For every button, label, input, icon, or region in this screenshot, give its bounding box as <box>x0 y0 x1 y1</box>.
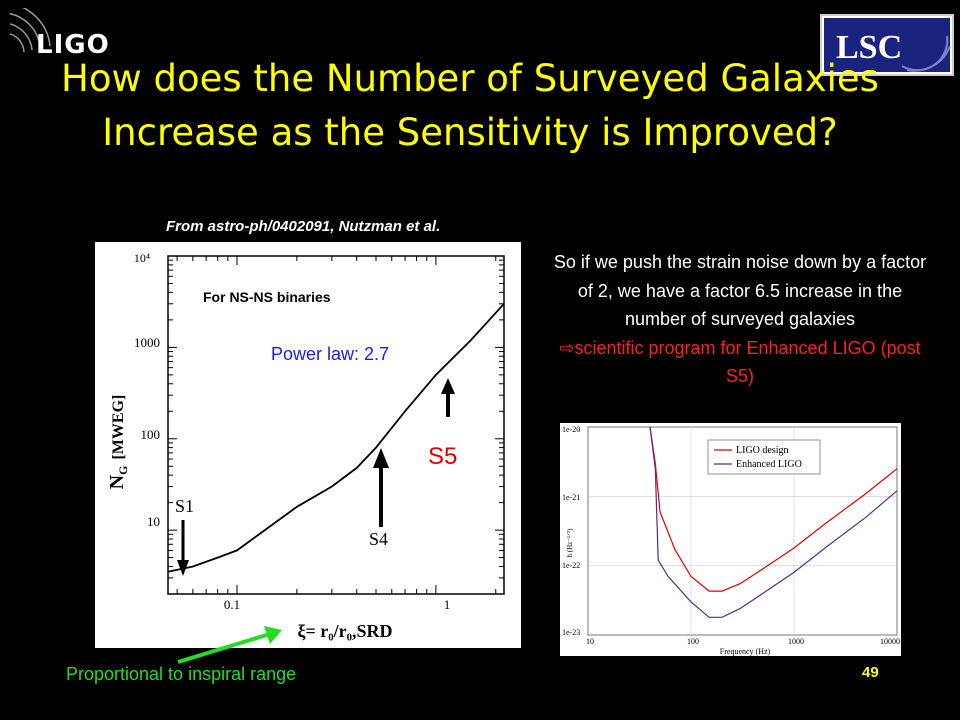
ytick-label: 10⁴ <box>134 251 150 265</box>
xlabel: ξ= r₀/r₀,SRD <box>297 621 392 642</box>
green-arrow <box>177 626 282 664</box>
s1-arrow <box>177 520 189 576</box>
xtick-label: 0.1 <box>224 597 240 612</box>
ligo-design-curve <box>649 426 898 592</box>
page-number: 49 <box>862 664 879 681</box>
s5-arrow <box>441 378 455 417</box>
ytick-label: 1000 <box>134 335 160 350</box>
small-plot-frame <box>587 426 898 636</box>
ytick-label: 100 <box>141 427 161 442</box>
small-xtick: 10000 <box>880 637 900 646</box>
s4-label: S4 <box>369 529 388 549</box>
explanation-highlight: ⇨scientific program for Enhanced LIGO (p… <box>559 337 921 387</box>
ylabel-main: N <box>106 474 128 489</box>
xtick-label: 1 <box>444 597 451 612</box>
small-ylabel: h (Hz⁻¹ᐟ²) <box>566 528 574 558</box>
ligo-logo-text: LIGO <box>36 30 110 60</box>
noise-curve-plot: 1e-20 1e-21 1e-22 1e-23 10 100 1000 1000… <box>560 423 901 656</box>
legend-entry: LIGO design <box>736 445 789 456</box>
small-xlabel: Frequency (Hz) <box>720 647 771 656</box>
main-plot: 10⁴ 1000 100 10 0.1 1 NG [MWEG] ξ= r₀/r₀,… <box>95 242 521 648</box>
small-xtick: 100 <box>687 637 699 646</box>
s5-label: S5 <box>428 443 457 470</box>
slide-title: How does the Number of Surveyed Galaxies… <box>61 57 879 154</box>
explanation-body: So if we push the strain noise down by a… <box>553 252 927 329</box>
power-law-label: Power law: 2.7 <box>271 344 389 364</box>
enhanced-ligo-curve <box>649 426 898 618</box>
small-xtick: 1000 <box>788 637 804 646</box>
small-ytick: 1e-22 <box>562 561 580 570</box>
ytick-label: 10 <box>147 514 160 529</box>
small-legend <box>707 439 821 475</box>
small-ytick: 1e-20 <box>562 425 580 434</box>
lsc-logo: LSC <box>820 14 954 76</box>
data-line <box>167 303 505 573</box>
ylabel-sub: G <box>116 466 130 475</box>
source-citation: From astro-ph/0402091, Nutzman et al. <box>166 218 441 235</box>
s4-arrow <box>373 448 389 527</box>
small-ytick: 1e-23 <box>562 628 580 637</box>
small-xtick: 10 <box>586 637 594 646</box>
legend-entry: Enhanced LIGO <box>736 459 802 470</box>
lsc-logo-text: LSC <box>836 29 902 66</box>
small-ytick: 1e-21 <box>562 493 580 502</box>
s1-label: S1 <box>175 496 194 516</box>
plot-frame <box>167 255 505 595</box>
proportional-label: Proportional to inspiral range <box>66 664 297 684</box>
ligo-logo <box>10 8 51 53</box>
ylabel-unit: [MWEG] <box>110 395 127 460</box>
explanation-text: So if we push the strain noise down by a… <box>550 248 930 391</box>
svg-text:NG[MWEG]: NG [MWEG] <box>106 395 130 490</box>
binaries-annotation: For NS-NS binaries <box>203 289 331 305</box>
